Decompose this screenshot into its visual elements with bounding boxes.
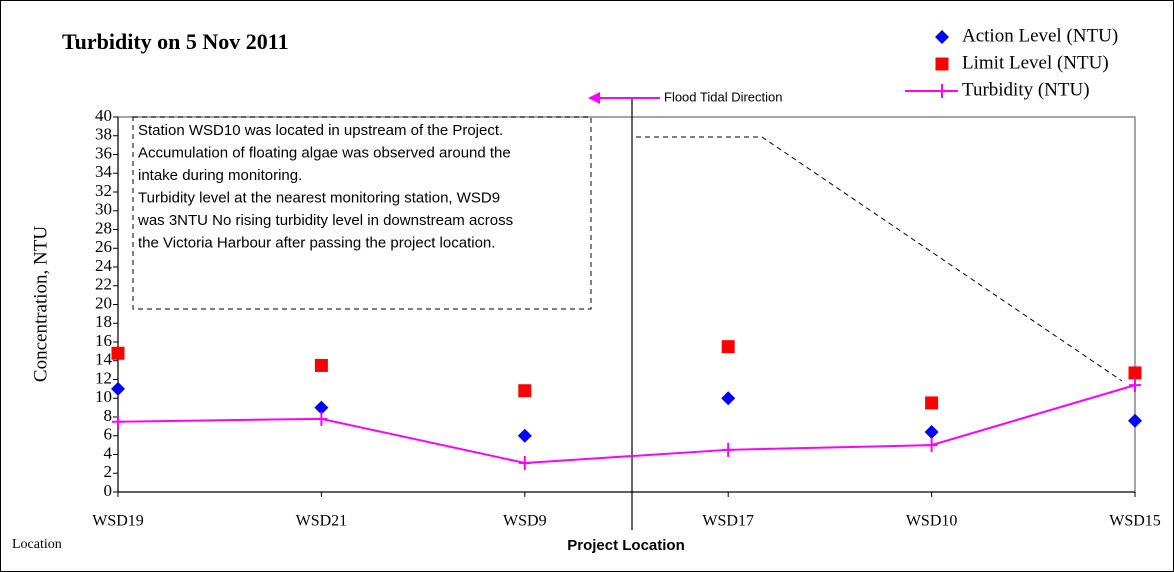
legend-label: Action Level (NTU) [962, 25, 1118, 46]
y-tick-label: 38 [95, 125, 112, 144]
direction-label: Flood Tidal Direction [664, 89, 783, 104]
y-tick-label: 32 [95, 181, 112, 200]
y-tick-label: 26 [95, 237, 112, 256]
point [924, 425, 939, 439]
y-tick-label: 14 [95, 350, 113, 369]
y-axis-label: Concentration, NTU [30, 226, 51, 382]
note-line: intake during monitoring. [138, 167, 302, 184]
note-line: was 3NTU No rising turbidity level in do… [137, 212, 513, 229]
point [721, 340, 735, 354]
y-tick-label: 0 [104, 481, 113, 500]
y-tick-label: 28 [95, 218, 112, 237]
note-line: Turbidity level at the nearest monitorin… [138, 189, 500, 206]
point [925, 396, 939, 410]
note-line: the Victoria Harbour after passing the p… [138, 234, 495, 251]
chart-title: Turbidity on 5 Nov 2011 [62, 29, 289, 54]
point [722, 442, 735, 457]
y-tick-label: 2 [104, 462, 113, 481]
y-tick-label: 36 [95, 143, 112, 162]
turbidity-line [117, 384, 1136, 464]
point [518, 384, 532, 398]
x-tick-label: WSD21 [296, 513, 348, 530]
legend-label: Turbidity (NTU) [962, 79, 1090, 100]
y-tick-label: 30 [95, 200, 112, 219]
point [1129, 378, 1141, 393]
y-tick-label: 6 [104, 425, 113, 444]
x-tick-label: WSD19 [92, 513, 144, 530]
x-tick-label: WSD9 [503, 513, 547, 530]
point [112, 414, 124, 429]
y-tick-label: 12 [95, 368, 112, 387]
y-tick-label: 16 [95, 331, 112, 350]
y-tick-label: 20 [95, 293, 112, 312]
y-tick-label: 18 [95, 312, 112, 331]
point [925, 438, 938, 453]
dashed-guide [636, 136, 1123, 382]
note-line: Station WSD10 was located in upstream of… [138, 122, 503, 139]
y-tick-label: 8 [104, 406, 113, 425]
x-axis-label: Project Location [567, 537, 685, 554]
y-tick-label: 24 [95, 256, 113, 275]
point [314, 358, 328, 372]
legend-marker [935, 30, 949, 44]
legend-marker [935, 57, 949, 71]
x-tick-label: WSD17 [702, 513, 754, 530]
point [1128, 413, 1142, 428]
point [721, 391, 736, 406]
point [111, 381, 125, 396]
legend-label: Limit Level (NTU) [962, 52, 1109, 73]
point [314, 400, 329, 415]
point [1128, 366, 1142, 380]
legend-marker [936, 84, 948, 98]
point [518, 455, 531, 470]
y-tick-label: 34 [95, 162, 113, 181]
point [315, 411, 328, 426]
y-tick-label: 40 [95, 106, 112, 125]
y-tick-label: 10 [95, 387, 112, 406]
x-tick-label: WSD10 [906, 513, 958, 530]
x-tick-label: WSD15 [1109, 513, 1161, 530]
arrow-head [588, 92, 600, 104]
point [517, 428, 532, 443]
note-box [132, 116, 592, 310]
y-tick-label: 4 [104, 443, 113, 462]
note-line: Accumulation of floating algae was obser… [138, 144, 511, 161]
corner-label: Location [12, 537, 62, 552]
point [111, 346, 125, 360]
y-tick-label: 22 [95, 275, 112, 294]
